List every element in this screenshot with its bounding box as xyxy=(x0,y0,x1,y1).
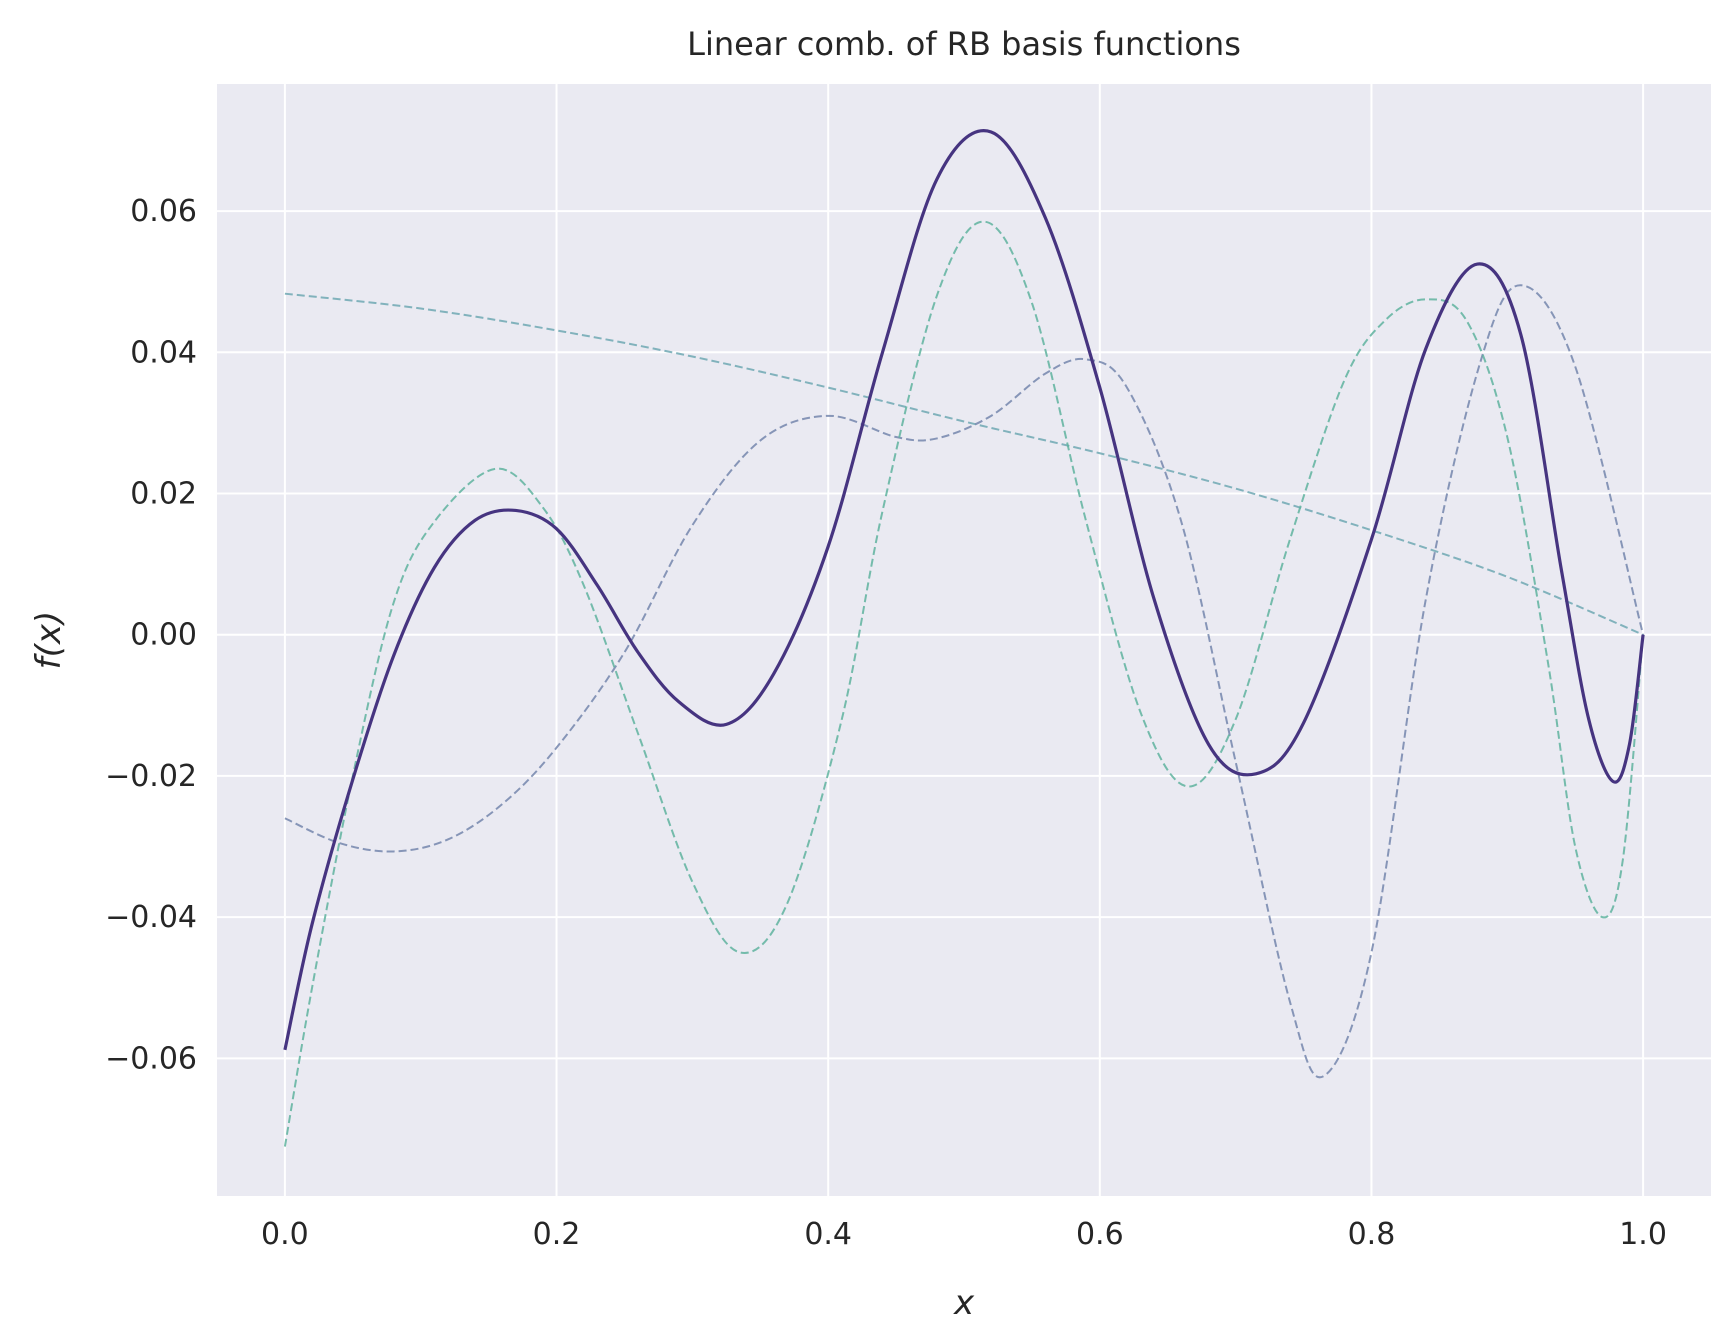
basis-function-line xyxy=(283,220,1645,1147)
y-tick-label: −0.04 xyxy=(105,900,197,935)
plot-area xyxy=(217,84,1711,1196)
series-group xyxy=(283,129,1645,1147)
basis-function-line xyxy=(284,284,1645,1079)
y-tick-label: −0.02 xyxy=(105,759,197,794)
x-tick-label: 1.0 xyxy=(1619,1217,1667,1252)
y-tick-label: 0.02 xyxy=(130,476,197,511)
y-tick-label: 0.00 xyxy=(130,618,197,653)
y-tick-labels: −0.06 −0.04 −0.02 0.00 0.02 0.04 0.06 xyxy=(105,194,197,1076)
x-tick-label: 0.2 xyxy=(533,1217,581,1252)
x-tick-label: 0.6 xyxy=(1076,1217,1124,1252)
y-axis-label: f(x) xyxy=(29,611,69,670)
x-tick-labels: 0.0 0.2 0.4 0.6 0.8 1.0 xyxy=(261,1217,1667,1252)
basis-function-line xyxy=(284,292,1644,636)
x-tick-label: 0.8 xyxy=(1348,1217,1396,1252)
y-tick-label: −0.06 xyxy=(105,1041,197,1076)
combination-line xyxy=(283,129,1645,1051)
chart-title: Linear comb. of RB basis functions xyxy=(687,25,1241,63)
x-tick-label: 0.4 xyxy=(804,1217,852,1252)
x-axis-label: x xyxy=(953,1283,975,1323)
y-tick-label: 0.04 xyxy=(130,335,197,370)
x-tick-label: 0.0 xyxy=(261,1217,309,1252)
y-tick-label: 0.06 xyxy=(130,194,197,229)
